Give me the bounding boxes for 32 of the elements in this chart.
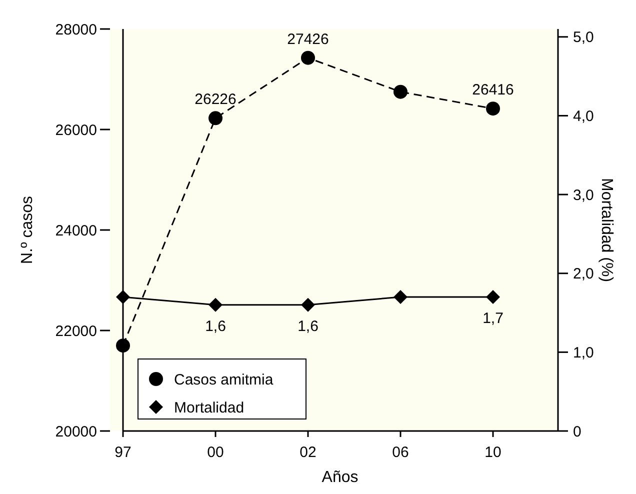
point [208, 111, 222, 126]
y-axis-title: N.º casos [19, 196, 36, 264]
y2-tick-label: 4,0 [573, 108, 594, 125]
y2-tick-label: 3,0 [573, 186, 594, 204]
legend-label: Mortalidad [174, 399, 244, 416]
x-axis-title: Años [322, 469, 358, 486]
point [394, 84, 408, 99]
x-tick-label: 06 [392, 444, 409, 461]
point [301, 50, 315, 65]
y2-tick-label: 2,0 [573, 266, 594, 283]
data-label: 26416 [472, 82, 514, 99]
data-label: 1,6 [205, 318, 226, 335]
y-tick-label: 22000 [55, 322, 97, 340]
y-tick-label: 28000 [55, 21, 97, 38]
x-tick-label: 97 [114, 444, 132, 461]
legend-label: Casos amitmia [174, 371, 274, 388]
y-tick-label: 20000 [55, 423, 97, 440]
y-tick-label: 24000 [55, 222, 97, 240]
y2-tick-label: 0 [573, 423, 582, 440]
y2-tick-label: 1,0 [573, 344, 594, 362]
y2-axis-title: Mortalidad (%) [598, 178, 615, 282]
data-label: 1,6 [298, 318, 318, 335]
data-label: 1,7 [482, 310, 504, 327]
data-label: 27426 [287, 30, 329, 48]
point [116, 338, 130, 353]
x-tick-label: 10 [484, 444, 502, 461]
x-tick-label: 02 [300, 444, 316, 461]
data-label: 26226 [194, 91, 236, 108]
y2-tick-label: 5,0 [573, 29, 594, 46]
y-tick-label: 26000 [55, 122, 97, 139]
x-tick-label: 00 [207, 444, 224, 461]
point [486, 102, 500, 116]
